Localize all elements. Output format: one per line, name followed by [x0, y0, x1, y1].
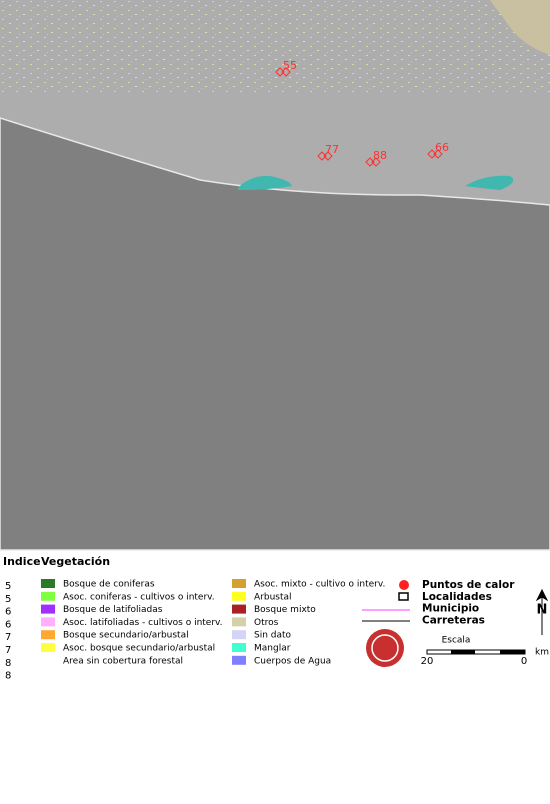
legend-swatch	[232, 579, 246, 588]
scale-title: Escala	[442, 636, 471, 646]
hotspot-marker	[275, 67, 285, 77]
legend: Indice Vegetación 5 5 66 7 7 8 8 Bosque de coni…	[3, 555, 549, 682]
lagoon	[465, 175, 514, 190]
scale-bar	[451, 650, 475, 654]
map-label: 88	[373, 149, 387, 162]
legend-label: Bosque mixto	[254, 605, 316, 615]
logo	[371, 634, 399, 662]
scale-label: 20	[421, 656, 434, 667]
mountains	[490, 0, 550, 55]
legend-swatch	[232, 630, 246, 640]
legend-label: Asoc. coniferas - cultivos o interv.	[63, 592, 215, 602]
hotspot-marker	[281, 67, 291, 77]
hotspot-marker	[323, 151, 333, 161]
legend-swatch	[232, 591, 246, 601]
legend-header: Indice	[3, 555, 41, 568]
legend-swatch	[232, 617, 246, 627]
hotspot-marker	[371, 157, 381, 167]
legend-swatch	[41, 617, 55, 627]
legend-swatch	[232, 604, 246, 614]
legend-swatch	[41, 643, 55, 652]
hotspot-marker	[427, 149, 437, 159]
map: 55 77 88 66	[0, 0, 550, 551]
map-label: 77	[325, 143, 339, 156]
scale-unit: km	[535, 648, 549, 658]
legend-label: Arbustal	[254, 592, 292, 602]
scale-label: 0	[521, 656, 527, 667]
legend-swatch	[41, 604, 55, 614]
map-label: 55	[283, 59, 297, 72]
hotspot-marker	[433, 149, 443, 159]
legend-label: Bosque secundario/arbustal	[63, 631, 189, 641]
legend-swatch	[41, 591, 55, 601]
legend-label: Asoc. mixto - cultivo o interv.	[254, 580, 385, 590]
legend-label: Manglar	[254, 644, 291, 654]
lagoon	[238, 175, 292, 190]
locality-symbol	[398, 592, 409, 601]
symbol-label: Municipio	[422, 603, 479, 615]
legend-label: Otros	[254, 618, 279, 628]
legend-swatch	[232, 655, 246, 665]
sea	[0, 117, 550, 551]
legend-label: Cuerpos de Agua	[254, 656, 331, 666]
north-arrow	[535, 588, 549, 635]
legend-label: Asoc. bosque secundario/arbustal	[63, 644, 215, 654]
index-value: 8	[5, 671, 11, 682]
index-value: 6	[5, 607, 11, 618]
symbol-label: Localidades	[422, 591, 492, 603]
legend-swatch	[41, 630, 55, 640]
index-value: 7	[5, 632, 11, 643]
hotspot-symbol	[399, 580, 409, 590]
legend-label: Bosque de latifoliadas	[63, 605, 163, 615]
symbol-label: Carreteras	[422, 614, 485, 626]
index-value: 5	[5, 581, 11, 592]
legend-swatch	[232, 643, 246, 652]
hotspot-marker	[317, 151, 327, 161]
index-value: 8	[5, 658, 11, 669]
vegetation-texture	[0, 0, 550, 95]
index-value: 5	[5, 594, 11, 605]
index-value: 6	[5, 619, 11, 630]
legend-label: Bosque de coniferas	[63, 580, 155, 590]
legend-label: Area sin cobertura forestal	[63, 656, 183, 666]
index-value: 7	[5, 645, 11, 656]
legend-label: Asoc. latifoliadas - cultivos o interv.	[63, 618, 223, 628]
legend-label: Sin dato	[254, 631, 292, 641]
symbol-label: Puntos de calor	[422, 579, 515, 591]
legend-swatch	[41, 579, 55, 588]
hotspot-marker	[365, 157, 375, 167]
north-label: N	[537, 603, 548, 618]
map-label: 66	[435, 141, 449, 154]
scale-bar	[500, 650, 525, 654]
legend-header: Vegetación	[41, 555, 110, 568]
